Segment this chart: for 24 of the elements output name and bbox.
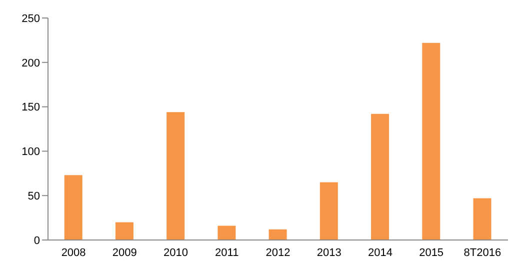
x-tick-label: 2015 — [419, 246, 444, 259]
bar — [115, 222, 134, 240]
x-tick-label: 2014 — [368, 246, 392, 259]
y-tick-label: 100 — [22, 146, 40, 158]
x-tick-label: 2010 — [164, 246, 188, 259]
bar — [64, 175, 82, 240]
y-tick-label: 150 — [22, 102, 40, 114]
bar — [473, 198, 492, 240]
x-tick-label: 2008 — [61, 246, 86, 259]
bar — [268, 229, 287, 240]
y-tick-label: 250 — [22, 12, 40, 25]
bar — [166, 112, 185, 240]
x-tick-label: 8T2016 — [464, 246, 502, 259]
y-tick-label: 200 — [22, 57, 40, 70]
bar — [422, 42, 440, 240]
y-tick-label: 50 — [28, 190, 40, 203]
x-tick-label: 2011 — [215, 246, 239, 259]
bar — [371, 114, 390, 240]
x-tick-label: 2013 — [316, 246, 342, 259]
y-tick-label: 0 — [34, 234, 40, 247]
bar — [218, 226, 236, 240]
bar — [320, 182, 338, 240]
x-tick-label: 2012 — [266, 246, 290, 259]
x-tick-label: 2009 — [112, 246, 137, 259]
